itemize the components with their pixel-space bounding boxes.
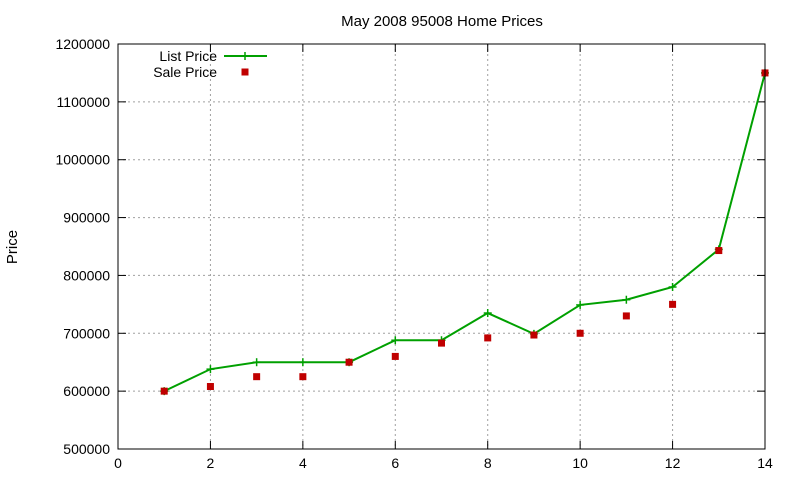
y-tick-label: 700000 (63, 325, 110, 341)
series-layer (160, 68, 769, 396)
chart-title: May 2008 95008 Home Prices (341, 13, 543, 30)
plot-frame (117, 43, 766, 450)
legend-label: Sale Price (153, 64, 217, 80)
list-price-line (163, 72, 766, 393)
axis-ticks: 0 2 4 6 8 10 12 14 500000 600000 700000 800000 90000… (55, 36, 773, 471)
y-tick-label: 800000 (63, 267, 110, 283)
sale-price-point (206, 383, 214, 391)
sale-price-point (669, 300, 677, 308)
x-tick-label: 2 (207, 455, 215, 471)
x-tick-label: 6 (391, 455, 399, 471)
y-tick-label: 1000000 (55, 152, 110, 168)
sale-price-point (160, 387, 168, 395)
sale-price-point (299, 373, 307, 381)
grid (118, 44, 765, 449)
sale-price-point (715, 247, 723, 255)
sale-price-point (622, 312, 630, 320)
list-price-point (622, 295, 631, 304)
legend-label: List Price (159, 48, 217, 64)
list-price-point (576, 300, 585, 309)
x-tick-label: 12 (665, 455, 681, 471)
y-tick-label: 900000 (63, 210, 110, 226)
y-tick-label: 600000 (63, 383, 110, 399)
sale-price-point (484, 334, 492, 342)
sale-price-point (391, 352, 399, 360)
sale-price-point (438, 339, 445, 347)
sale-price-point (530, 331, 538, 339)
y-tick-label: 1200000 (55, 36, 110, 52)
series-0 (160, 68, 769, 396)
x-tick-label: 0 (114, 455, 122, 471)
y-tick-label: 500000 (63, 441, 110, 457)
sale-price-point (576, 329, 584, 337)
x-tick-label: 4 (299, 455, 307, 471)
list-price-point (298, 358, 307, 367)
sale-price-point (345, 358, 353, 366)
x-tick-label: 10 (572, 455, 588, 471)
sale-price-point (253, 373, 261, 381)
y-tick-label: 1100000 (57, 94, 111, 110)
legend-square-marker (241, 68, 249, 76)
list-price-point (668, 283, 677, 291)
y-axis-label: Price (4, 230, 21, 264)
list-price-point (391, 336, 400, 345)
x-tick-label: 8 (484, 455, 492, 471)
list-price-point (483, 309, 492, 318)
list-price-point (206, 365, 215, 374)
list-price-point (252, 358, 261, 367)
x-tick-label: 14 (757, 455, 773, 471)
legend-plus-marker (241, 52, 249, 60)
series-1 (160, 69, 769, 395)
